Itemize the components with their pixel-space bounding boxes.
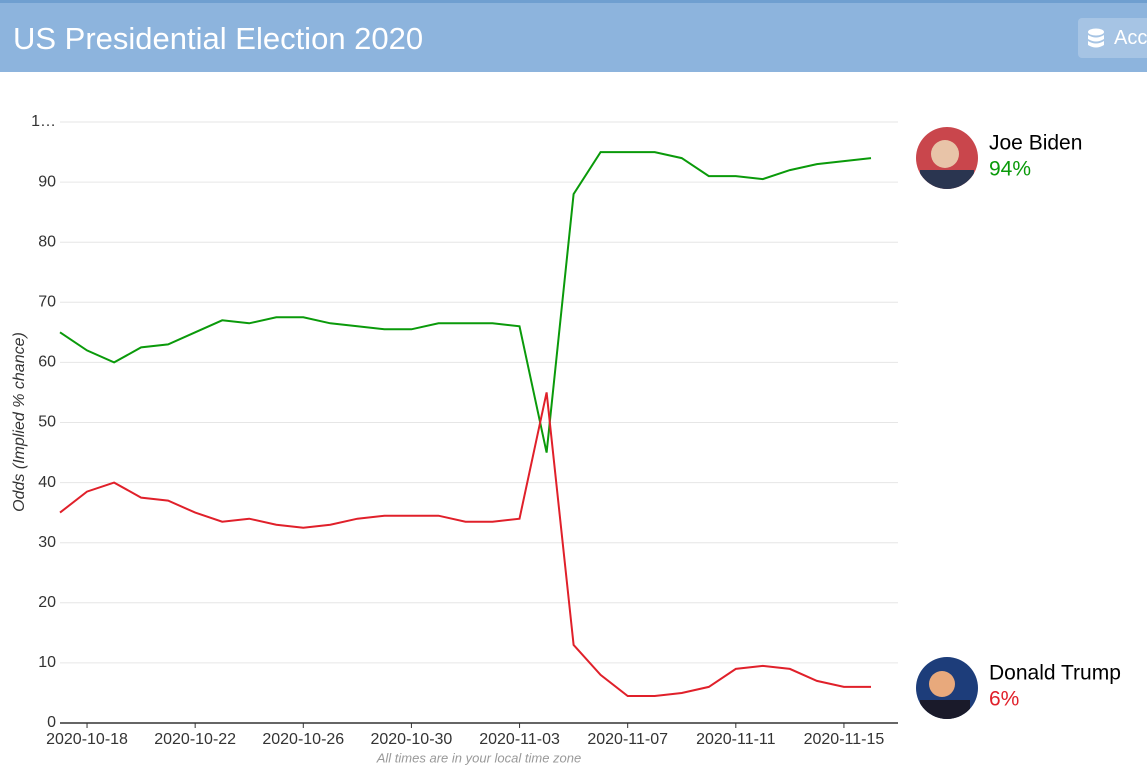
trump-photo [916,657,978,719]
button-label: Acc [1114,27,1147,49]
legend-value: 6% [989,688,1019,711]
biden-photo [916,127,978,189]
y-tick-label: 40 [38,474,56,491]
header: US Presidential Election 2020 Acc [0,0,1147,72]
y-axis-label: Odds (Implied % chance) [11,332,28,512]
footnote: All times are in your local time zone [376,750,581,765]
series-line [59,392,871,697]
legend-name: Donald Trump [989,662,1121,685]
x-tick-label: 2020-10-30 [370,731,452,748]
page-title: US Presidential Election 2020 [13,21,424,56]
legend-value: 94% [989,158,1031,181]
x-tick-label: 2020-10-18 [46,731,128,748]
y-tick-label: 50 [38,414,56,431]
account-button[interactable]: Acc [1078,18,1147,58]
y-tick-label: 30 [38,534,56,551]
y-tick-label: 60 [38,354,56,371]
x-tick-label: 2020-11-15 [804,731,885,748]
x-tick-label: 2020-10-22 [154,731,236,748]
y-tick-label: 0 [47,714,56,731]
x-tick-label: 2020-11-11 [696,731,776,748]
y-tick-label: 1… [31,113,56,130]
y-tick-label: 10 [38,654,56,671]
x-tick-label: 2020-11-03 [479,731,560,748]
series-line [59,151,872,453]
legend-name: Joe Biden [989,132,1082,155]
y-tick-label: 90 [38,173,56,190]
y-tick-label: 20 [38,594,56,611]
database-icon [1088,28,1104,48]
chart: Odds (Implied % chance) All times are in… [11,113,1121,765]
y-tick-label: 80 [38,233,56,250]
x-tick-label: 2020-11-07 [587,731,668,748]
y-tick-label: 70 [38,294,56,311]
x-tick-label: 2020-10-26 [262,731,344,748]
